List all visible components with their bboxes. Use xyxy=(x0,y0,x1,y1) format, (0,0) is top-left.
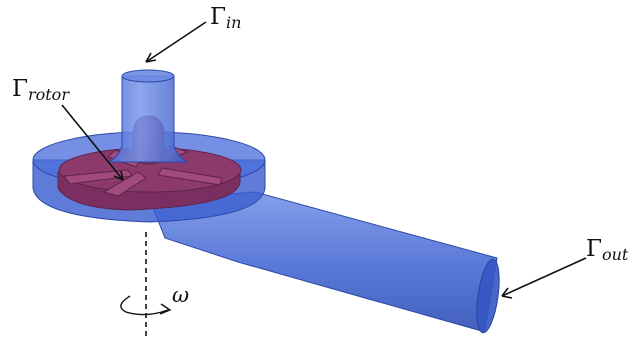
label-gamma-in: Γin xyxy=(210,4,241,32)
rotation-arrow xyxy=(120,295,172,316)
label-gamma-rotor: Γrotor xyxy=(12,76,70,104)
leader-arrows xyxy=(61,21,587,299)
rotor-arrow xyxy=(61,104,124,181)
label-gamma-out: Γout xyxy=(586,236,629,264)
inlet-pipe xyxy=(107,69,189,163)
outlet-arrow xyxy=(501,257,587,297)
rotor xyxy=(57,115,242,211)
label-omega: ω xyxy=(172,283,189,307)
inlet-arrow xyxy=(145,21,207,63)
